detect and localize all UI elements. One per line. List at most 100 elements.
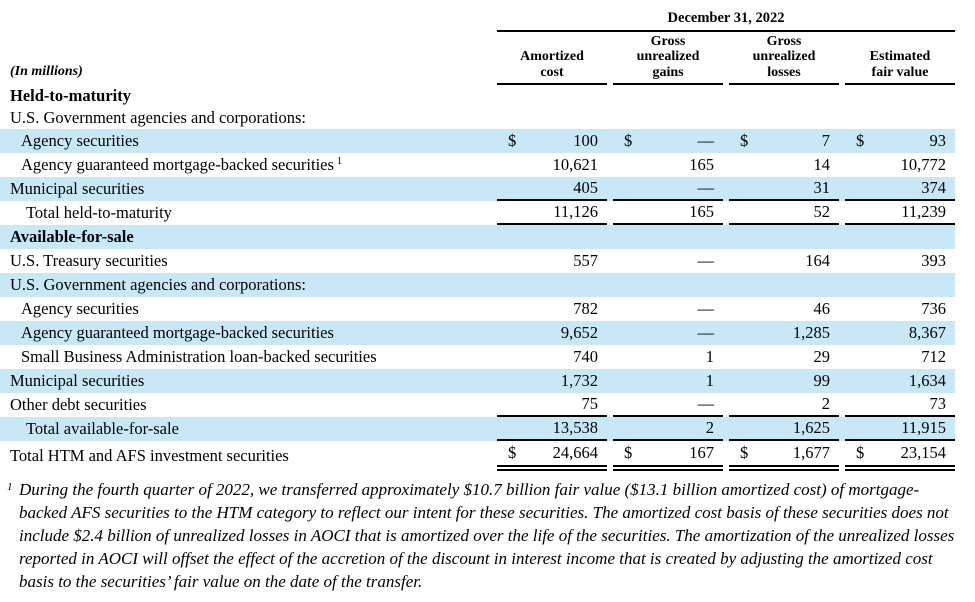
dollar-sign: $ <box>508 443 517 462</box>
cell-value: 11,239 <box>901 202 946 221</box>
cell-value: 8,367 <box>908 323 946 342</box>
cell-value: — <box>697 394 715 413</box>
cell-fair-value: 712 <box>845 345 955 369</box>
cell-fair-value: 10,772 <box>845 153 955 177</box>
cell-amortized-cost: $100 <box>497 129 607 153</box>
cell-unrealized-losses: 1,625 <box>729 417 839 441</box>
cell-value: 1,625 <box>792 418 830 437</box>
column-header-gross-unrealized-gains: Gross unrealized gains <box>613 34 723 85</box>
cell-amortized-cost: 782 <box>497 297 607 321</box>
cell-value: 73 <box>929 394 947 413</box>
cell-value: — <box>697 131 715 150</box>
column-header-gross-unrealized-losses: Gross unrealized losses <box>729 34 839 85</box>
cell-amortized-cost: $24,664 <box>497 441 607 471</box>
in-millions-label: (In millions) <box>10 64 83 79</box>
cell-unrealized-gains: $ — <box>613 129 723 153</box>
cell-value: 1,732 <box>560 371 598 390</box>
cell-unrealized-gains: — <box>613 249 723 273</box>
cell-unrealized-gains: — <box>613 297 723 321</box>
cell-value: 31 <box>813 178 831 197</box>
cell-value: 10,772 <box>900 155 946 174</box>
cell-value: 46 <box>813 299 831 318</box>
dollar-sign: $ <box>624 131 633 150</box>
cell-value: 165 <box>689 202 714 221</box>
table-row-total-htm-and-afs: Total HTM and AFS investment securities … <box>0 441 955 471</box>
cell-unrealized-losses: $7 <box>729 129 839 153</box>
cell-amortized-cost: 75 <box>497 393 607 417</box>
cell-fair-value: 374 <box>845 177 955 201</box>
cell-value: 13,538 <box>552 418 598 437</box>
cell-value: 9,652 <box>560 323 598 342</box>
cell-value: 557 <box>573 251 598 270</box>
cell-value: 164 <box>805 251 830 270</box>
cell-fair-value: $93 <box>845 129 955 153</box>
cell-unrealized-losses: 46 <box>729 297 839 321</box>
cell-unrealized-gains: 2 <box>613 417 723 441</box>
cell-value: — <box>697 251 715 270</box>
cell-amortized-cost: 405 <box>497 177 607 201</box>
section-header-available-for-sale: Available-for-sale <box>0 225 955 249</box>
cell-value: — <box>697 299 715 318</box>
cell-amortized-cost: 740 <box>497 345 607 369</box>
cell-fair-value: 73 <box>845 393 955 417</box>
cell-value: 75 <box>581 394 599 413</box>
cell-value: — <box>697 178 715 197</box>
cell-fair-value: 8,367 <box>845 321 955 345</box>
cell-unrealized-losses: 52 <box>729 201 839 225</box>
cell-unrealized-losses: 2 <box>729 393 839 417</box>
date-header: December 31, 2022 <box>667 10 785 26</box>
cell-value: 99 <box>813 371 831 390</box>
cell-value: 7 <box>821 131 830 150</box>
cell-value: 374 <box>921 178 946 197</box>
cell-value: 393 <box>921 251 946 270</box>
cell-fair-value: $23,154 <box>845 441 955 471</box>
cell-unrealized-gains: 165 <box>613 153 723 177</box>
dollar-sign: $ <box>740 131 749 150</box>
cell-amortized-cost: 557 <box>497 249 607 273</box>
cell-value: 712 <box>921 347 946 366</box>
cell-value: 1 <box>705 371 714 390</box>
cell-value: 2 <box>705 418 714 437</box>
cell-value: 405 <box>573 178 598 197</box>
cell-unrealized-losses: 31 <box>729 177 839 201</box>
cell-unrealized-gains: 165 <box>613 201 723 225</box>
cell-unrealized-losses: 14 <box>729 153 839 177</box>
footnote-marker: 1 <box>7 481 13 493</box>
table-row-total-available-for-sale: Total available-for-sale 13,538 2 1,625 … <box>0 417 955 441</box>
column-header-estimated-fair-value: Estimated fair value <box>845 36 955 85</box>
cell-value: 1,634 <box>908 371 946 390</box>
cell-amortized-cost: 11,126 <box>497 201 607 225</box>
cell-unrealized-losses: 99 <box>729 369 839 393</box>
cell-value: 100 <box>573 131 598 150</box>
cell-fair-value: 393 <box>845 249 955 273</box>
cell-amortized-cost: 10,621 <box>497 153 607 177</box>
investment-securities-table: (In millions) December 31, 2022 Amortize… <box>0 2 955 471</box>
table-row-us-treasury-securities: U.S. Treasury securities 557 — 164 393 <box>0 249 955 273</box>
cell-value: 736 <box>921 299 946 318</box>
cell-amortized-cost: 9,652 <box>497 321 607 345</box>
table-row-agency-securities-afs: Agency securities 782 — 46 736 <box>0 297 955 321</box>
cell-unrealized-losses: 164 <box>729 249 839 273</box>
dollar-sign: $ <box>624 443 633 462</box>
cell-fair-value: 736 <box>845 297 955 321</box>
cell-value: 2 <box>821 394 830 413</box>
cell-unrealized-gains: 1 <box>613 345 723 369</box>
dollar-sign: $ <box>856 131 865 150</box>
cell-value: 52 <box>813 202 831 221</box>
table-row-sba-loan-backed-securities: Small Business Administration loan-backe… <box>0 345 955 369</box>
footnote-text: During the fourth quarter of 2022, we tr… <box>19 480 955 591</box>
cell-value: 93 <box>929 131 947 150</box>
cell-fair-value: 11,239 <box>845 201 955 225</box>
cell-value: 29 <box>813 347 831 366</box>
table-header: (In millions) December 31, 2022 Amortize… <box>0 2 955 85</box>
cell-unrealized-gains: $167 <box>613 441 723 471</box>
cell-value: 740 <box>573 347 598 366</box>
cell-amortized-cost: 1,732 <box>497 369 607 393</box>
cell-fair-value: 11,915 <box>845 417 955 441</box>
cell-value: — <box>697 323 715 342</box>
dollar-sign: $ <box>508 131 517 150</box>
cell-value: 11,915 <box>901 418 946 437</box>
cell-value: 14 <box>813 155 831 174</box>
cell-value: 1,677 <box>792 443 830 462</box>
table-row-municipal-securities-htm: Municipal securities 405 — 31 374 <box>0 177 955 201</box>
